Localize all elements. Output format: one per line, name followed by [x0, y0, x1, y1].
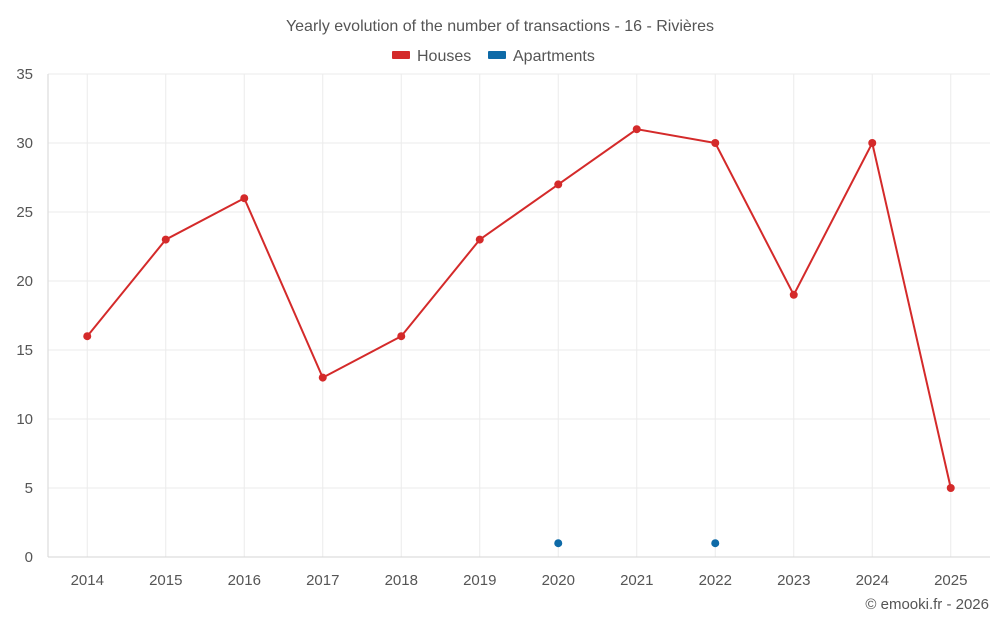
y-tick-label: 0 — [25, 549, 33, 566]
data-point-houses[interactable] — [161, 235, 170, 244]
x-tick-label: 2021 — [620, 572, 653, 589]
legend-swatch-houses — [392, 51, 410, 59]
x-tick-label: 2024 — [856, 572, 889, 589]
x-tick-label: 2018 — [385, 572, 418, 589]
x-tick-label: 2017 — [306, 572, 339, 589]
data-point-houses[interactable] — [83, 332, 92, 341]
data-point-houses[interactable] — [397, 332, 406, 341]
data-point-houses[interactable] — [789, 290, 798, 299]
legend-swatch-apartments — [488, 51, 506, 59]
legend-item-houses[interactable]: Houses — [392, 48, 471, 65]
x-tick-label: 2015 — [149, 572, 182, 589]
series-line-houses — [86, 128, 952, 489]
legend-label-apartments: Apartments — [513, 48, 595, 65]
series-apartments — [554, 539, 720, 548]
x-tick-label: 2022 — [699, 572, 732, 589]
data-point-houses[interactable] — [240, 194, 249, 203]
x-tick-label: 2014 — [71, 572, 104, 589]
y-tick-label: 15 — [16, 342, 33, 359]
data-point-houses[interactable] — [868, 139, 877, 147]
y-tick-label: 20 — [16, 273, 33, 290]
legend-label-houses: Houses — [417, 48, 471, 65]
x-tick-label: 2025 — [934, 572, 967, 589]
data-point-apartments[interactable] — [554, 539, 563, 548]
grid — [48, 73, 990, 557]
credit-text: © emooki.fr - 2026 — [865, 596, 989, 613]
y-tick-label: 25 — [16, 204, 33, 221]
data-point-houses[interactable] — [711, 139, 720, 147]
x-tick-label: 2019 — [463, 572, 496, 589]
data-point-houses[interactable] — [632, 125, 641, 134]
y-tick-label: 35 — [16, 66, 33, 83]
series — [83, 125, 955, 548]
data-point-houses[interactable] — [946, 484, 955, 492]
series-houses — [83, 125, 955, 492]
data-point-apartments[interactable] — [711, 539, 720, 548]
y-tick-label: 10 — [16, 411, 33, 428]
legend: Houses Apartments — [392, 48, 595, 65]
chart-title: Yearly evolution of the number of transa… — [286, 18, 714, 35]
x-tick-label: 2023 — [777, 572, 810, 589]
data-point-houses[interactable] — [554, 180, 563, 189]
x-tick-label: 2020 — [542, 572, 575, 589]
legend-item-apartments[interactable]: Apartments — [488, 48, 595, 65]
data-point-houses[interactable] — [475, 235, 484, 244]
x-tick-label: 2016 — [228, 572, 261, 589]
data-point-houses[interactable] — [318, 373, 327, 382]
y-tick-label: 5 — [25, 480, 33, 497]
y-tick-label: 30 — [16, 135, 33, 152]
